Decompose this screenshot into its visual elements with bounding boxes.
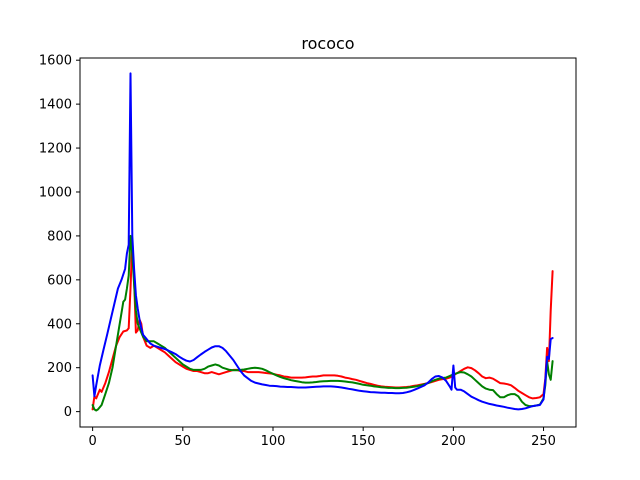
x-tick-label: 200 — [441, 434, 466, 449]
x-tick-label: 100 — [261, 434, 286, 449]
y-tick-label: 1200 — [39, 142, 72, 157]
y-tick-label: 1400 — [39, 98, 72, 113]
series-layer — [91, 72, 554, 412]
y-tick-label: 200 — [47, 361, 72, 376]
y-axis: 0 200 400 600 800 1000 1200 1400 1600 — [39, 54, 80, 420]
series-line-3 — [91, 72, 554, 411]
y-tick-label: 1000 — [39, 185, 72, 200]
y-tick-label: 400 — [47, 317, 72, 332]
axes-frame — [79, 57, 577, 428]
y-tick-label: 1600 — [39, 54, 72, 69]
chart-title: rococo — [301, 34, 354, 53]
x-tick-label: 250 — [531, 434, 556, 449]
x-tick-label: 0 — [88, 434, 96, 449]
y-tick-label: 600 — [47, 273, 72, 288]
x-axis: 0 50 100 150 200 250 — [88, 427, 556, 449]
x-tick-label: 50 — [175, 434, 192, 449]
x-tick-label: 150 — [351, 434, 376, 449]
y-tick-label: 800 — [47, 229, 72, 244]
y-tick-label: 0 — [64, 405, 72, 420]
series-line-1 — [91, 239, 554, 411]
